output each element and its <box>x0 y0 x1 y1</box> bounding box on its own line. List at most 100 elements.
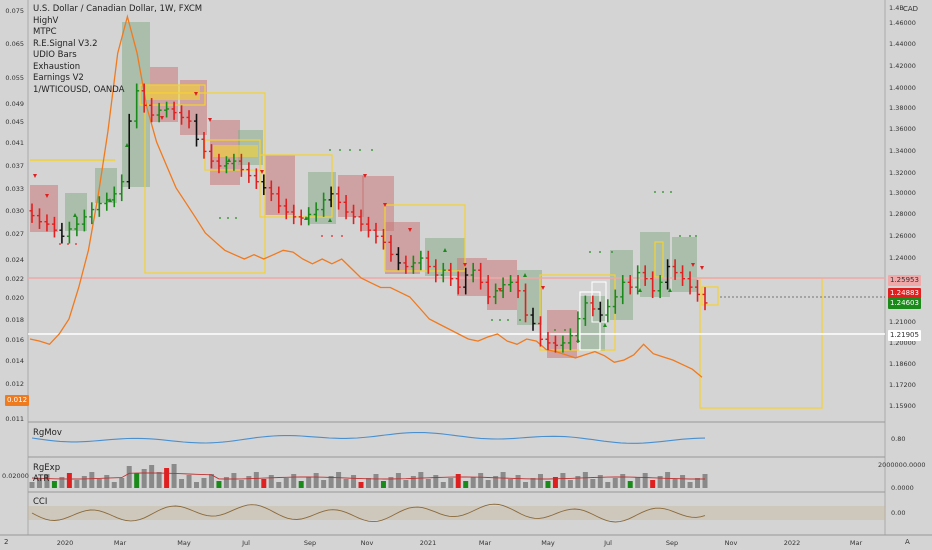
rgexp-bar <box>36 478 42 488</box>
rgexp-bar <box>508 479 514 488</box>
buy-triangle <box>125 143 129 147</box>
rgexp-bar <box>231 473 237 488</box>
rgexp-bar <box>268 475 274 488</box>
rgmov-pane-label[interactable]: RgMov <box>33 428 62 438</box>
yellow-zone-box <box>144 92 266 274</box>
rgexp-bar <box>66 473 72 488</box>
signal-dot <box>491 319 493 321</box>
buy-triangle <box>227 158 231 162</box>
rgexp-bar <box>567 480 573 488</box>
atr-pane-label[interactable]: ATR <box>33 474 50 484</box>
left-tick-label: 0.027 <box>5 230 24 238</box>
auto-scale-toggle[interactable]: A <box>905 538 910 546</box>
atr-line <box>31 472 705 480</box>
rgexp-bar <box>410 476 416 488</box>
signal-dot <box>679 235 681 237</box>
left-tick-label: 0.020 <box>5 294 24 302</box>
rgexp-bar <box>373 474 379 488</box>
buy-triangle <box>603 323 607 327</box>
left-tick-label: 0.022 <box>5 275 24 283</box>
candles-layer <box>29 83 708 353</box>
yellow-zone-box <box>654 241 664 278</box>
sell-triangle <box>45 194 49 198</box>
rgexp-bar <box>246 476 252 488</box>
signal-dot <box>227 217 229 219</box>
rgexp-bar <box>261 479 267 488</box>
rgexp-bar <box>463 481 469 488</box>
rgexp-bar <box>156 472 162 488</box>
rgexp-bar <box>433 475 439 488</box>
indicator-oil-inverse[interactable]: 1/WTICOUSD, OANDA <box>33 84 125 95</box>
rgexp-pane-label[interactable]: RgExp <box>33 463 61 473</box>
rgexp-bar <box>253 472 259 488</box>
rgexp-bar <box>695 478 701 488</box>
indicator-mtpc[interactable]: MTPC <box>33 27 57 37</box>
sell-triangle <box>383 203 387 207</box>
time-tick-label: Sep <box>304 539 316 547</box>
time-tick-label: Jul <box>241 539 250 547</box>
rgexp-bar <box>194 482 200 488</box>
right-tick-label: 1.34000 <box>889 147 916 155</box>
left-tick-label: 0.016 <box>5 336 24 344</box>
rgexp-bar <box>530 478 536 488</box>
signal-dot <box>689 235 691 237</box>
rgexp-bar <box>680 475 686 488</box>
rgexp-bar <box>470 477 476 488</box>
sell-triangle <box>541 286 545 290</box>
indicator-resignal[interactable]: R.E.Signal V3.2 <box>33 38 98 49</box>
rgexp-bar <box>81 476 87 488</box>
right-tick-label: 1.42000 <box>889 62 916 70</box>
signal-dot <box>611 251 613 253</box>
left-tick-label: 0.014 <box>5 357 24 365</box>
indicator-exhaustion[interactable]: Exhaustion <box>33 61 81 72</box>
rgexp-bar <box>672 479 678 488</box>
price-red-badge: 1.24883 <box>888 288 921 299</box>
indicator-highv[interactable]: HighV <box>33 15 59 26</box>
sell-triangle <box>208 118 212 122</box>
rgexp-bar <box>500 472 506 488</box>
rgexp-bar <box>478 473 484 488</box>
cci-tick: 0.00 <box>891 509 906 517</box>
rgexp-bar <box>186 475 192 488</box>
signal-dot <box>695 235 697 237</box>
rgexp-bar <box>343 479 349 488</box>
rgexp-bar <box>448 478 454 488</box>
time-tick-label: Sep <box>666 539 678 547</box>
left-tick-label: 0.075 <box>5 7 24 15</box>
rgexp-bar <box>276 482 282 488</box>
time-tick-label: May <box>177 539 191 547</box>
right-tick-label: 1.40000 <box>889 84 916 92</box>
rgexp-bar <box>657 476 663 488</box>
bullish-box <box>65 193 87 231</box>
signal-markers <box>33 92 704 342</box>
sell-triangle <box>194 92 198 96</box>
left-tick-label: 0.065 <box>5 40 24 48</box>
time-tick-label: Nov <box>361 539 374 547</box>
indicator-earnings[interactable]: Earnings V2 <box>33 73 84 83</box>
rgexp-bar <box>291 474 297 488</box>
rgexp-bar <box>74 480 80 488</box>
time-axis: 2020 Mar May Jul Sep Nov 2021 Mar May Jul Sep Nov 20… <box>57 539 863 547</box>
cci-band <box>28 506 885 520</box>
buy-triangle <box>638 288 642 292</box>
rgexp-bar <box>164 468 170 488</box>
right-tick-label: 1.38000 <box>889 104 916 112</box>
indicator-udio-bars[interactable]: UDIO Bars <box>33 50 77 60</box>
yellow-fill-box <box>213 145 258 157</box>
sell-triangle <box>700 266 704 270</box>
buy-triangle <box>304 216 308 220</box>
bearish-box <box>265 155 295 215</box>
rgexp-bar <box>366 478 371 488</box>
symbol-title[interactable]: U.S. Dollar / Canadian Dollar, 1W, FXCM <box>33 4 203 14</box>
sell-triangle <box>363 174 367 178</box>
rgexp-bar <box>380 481 386 488</box>
signal-dot <box>339 149 341 151</box>
signal-dot <box>235 217 237 219</box>
left-tick-label: 0.049 <box>5 100 24 108</box>
signal-dot <box>219 217 221 219</box>
white-zone-box <box>591 281 607 323</box>
right-tick-label: 1.46000 <box>889 19 916 27</box>
cci-pane-label[interactable]: CCI <box>33 497 48 507</box>
rgexp-bar <box>351 475 357 488</box>
